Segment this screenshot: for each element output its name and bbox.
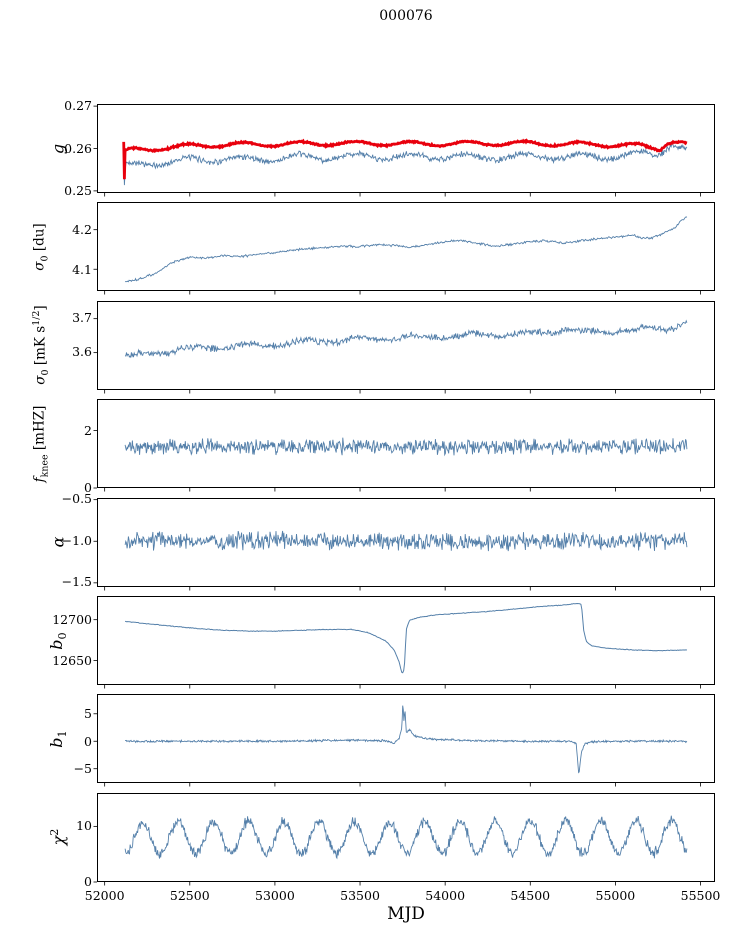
y-tick-label: 2 — [84, 422, 92, 438]
axes-frame — [97, 497, 715, 587]
subplot-b1 — [93, 694, 715, 787]
y-tick-label: 4.2 — [72, 222, 92, 238]
series-chi2 — [124, 815, 688, 860]
x-tick-label: 54500 — [510, 887, 551, 903]
x-tick-label: 52000 — [84, 887, 125, 903]
y-tick-label: 12700 — [52, 611, 92, 627]
series-fknee — [124, 437, 688, 457]
axes-frame — [97, 300, 715, 390]
subplot-alpha — [93, 497, 715, 591]
y-tick-label: 5 — [84, 706, 92, 722]
y-axis-label-b1: b1 — [46, 730, 70, 748]
y-tick-label: 0.25 — [64, 182, 92, 198]
y-axis-label-fknee: fknee [mHZ] — [31, 405, 51, 483]
y-tick-label: 0.27 — [64, 98, 92, 114]
y-axis-label-alpha: α — [48, 536, 68, 548]
subplot-b0 — [93, 596, 715, 689]
y-tick-label: 10 — [76, 818, 92, 834]
x-tick-label: 53500 — [340, 887, 380, 903]
x-tick-label: 55500 — [680, 887, 721, 903]
series-b1 — [125, 705, 688, 774]
series-sigma0-mk — [124, 319, 688, 359]
series-b0 — [125, 602, 688, 674]
y-tick-label: 3.7 — [72, 310, 92, 326]
subplot-chi2 — [93, 792, 715, 886]
y-tick-label: −1.5 — [61, 574, 92, 590]
axes-frame — [97, 694, 715, 784]
y-axis-label-sigma0-mk: σ0 [mK s1/2] — [30, 305, 52, 385]
x-tick-label: 53000 — [255, 887, 295, 903]
axes-frame — [97, 399, 715, 489]
y-tick-label: 0 — [84, 480, 92, 496]
x-tick-label: 54000 — [425, 887, 466, 903]
subplot-fknee — [93, 399, 715, 492]
y-tick-label: 0.26 — [64, 140, 92, 156]
y-axis-label-g: g — [48, 143, 68, 154]
x-axis-label: MJD — [387, 904, 425, 924]
series-g-blue — [123, 143, 688, 186]
y-axis-label-chi2: χ2 — [47, 828, 69, 846]
subplot-g — [93, 104, 715, 197]
y-tick-label: −1.0 — [61, 532, 92, 548]
y-tick-label: 3.6 — [72, 344, 92, 360]
y-tick-label: 0 — [84, 733, 92, 749]
series-sigma0-du — [124, 216, 688, 283]
subplot-sigma0-du — [93, 202, 715, 295]
y-tick-label: 0 — [84, 873, 92, 889]
axes-frame — [97, 792, 715, 882]
chart-title: 000076 — [379, 8, 433, 24]
y-tick-label: −5 — [73, 761, 92, 777]
series-g-red — [122, 138, 688, 180]
x-tick-label: 55000 — [595, 887, 636, 903]
y-tick-label: −0.5 — [61, 491, 92, 507]
y-axis-label-sigma0-du: σ0 [du] — [31, 223, 51, 271]
axes-frame — [97, 104, 715, 193]
y-axis-label-b0: b0 — [46, 631, 70, 650]
axes-frame — [97, 202, 715, 292]
subplot-sigma0-mk — [93, 300, 715, 394]
y-tick-label: 4.1 — [72, 261, 92, 277]
x-tick-label: 52500 — [169, 887, 210, 903]
y-tick-label: 12650 — [52, 652, 92, 668]
series-alpha — [124, 530, 688, 551]
axes-frame — [97, 596, 715, 685]
